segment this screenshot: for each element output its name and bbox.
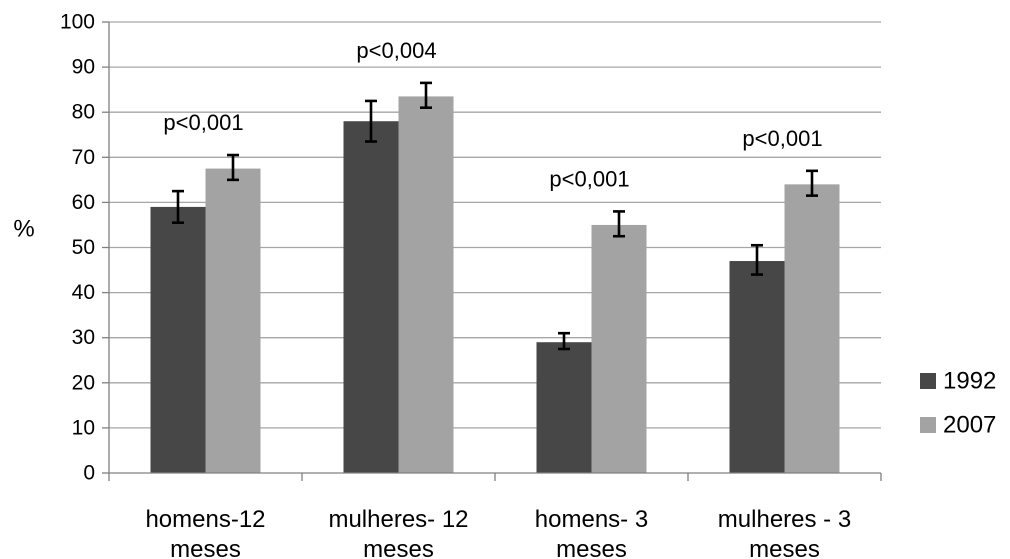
x-tick-label: meses — [170, 536, 241, 559]
p-value-annotation: p<0,004 — [356, 38, 436, 63]
y-tick-label: 40 — [72, 281, 95, 304]
y-tick-label: 60 — [72, 191, 95, 214]
legend-label: 2007 — [943, 412, 996, 439]
legend: 1992 2007 — [920, 368, 996, 439]
y-tick-label: 10 — [72, 416, 95, 439]
y-tick-label: 30 — [72, 326, 95, 349]
y-tick-label: 20 — [72, 371, 95, 394]
bar-2007-0 — [205, 168, 261, 473]
error-bars — [172, 81, 818, 351]
x-tick-label: meses — [556, 536, 627, 559]
x-tick-label: homens-12 — [145, 506, 265, 533]
bar-1992-3 — [729, 261, 785, 473]
y-tick-label: 50 — [72, 236, 95, 259]
y-axis-label: % — [13, 216, 34, 243]
p-value-annotation: p<0,001 — [163, 110, 243, 135]
x-tick-label: mulheres - 3 — [718, 506, 851, 533]
bars — [150, 96, 840, 474]
y-tick-label: 90 — [72, 56, 95, 79]
y-tick-label: 100 — [60, 11, 95, 34]
y-tick-label: 80 — [72, 101, 95, 124]
y-tick-label: 70 — [72, 146, 95, 169]
bar-2007-3 — [784, 184, 840, 474]
x-tick-label: meses — [749, 536, 820, 559]
legend-label: 1992 — [943, 368, 996, 395]
bar-1992-0 — [150, 206, 206, 473]
tick-labels: 0 10 20 30 40 50 60 70 80 90 100 homens-12 meses mulh… — [60, 11, 851, 559]
legend-swatch-1992 — [920, 373, 936, 389]
annotations: p<0,001 p<0,004 p<0,001 p<0,001 — [163, 38, 822, 192]
axes — [102, 21, 882, 481]
p-value-annotation: p<0,001 — [742, 126, 822, 151]
x-tick-label: mulheres- 12 — [328, 506, 468, 533]
bar-1992-1 — [343, 121, 399, 473]
x-tick-label: meses — [363, 536, 434, 559]
legend-swatch-2007 — [920, 417, 936, 433]
bar-2007-2 — [591, 224, 647, 473]
x-tick-label: homens- 3 — [535, 506, 648, 533]
bar-1992-2 — [536, 342, 592, 473]
p-value-annotation: p<0,001 — [549, 166, 629, 191]
bar-2007-1 — [398, 96, 454, 473]
y-tick-label: 0 — [83, 462, 95, 485]
